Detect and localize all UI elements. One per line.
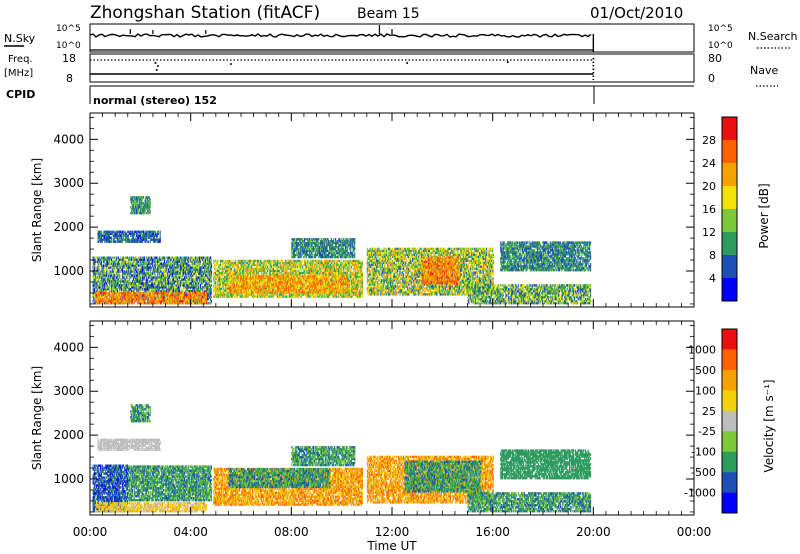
freq-tick-bottom: 8 — [66, 72, 73, 85]
freq-label-top: Freq. — [8, 54, 33, 65]
nsky-trace — [90, 25, 593, 52]
freq-tick-top: 18 — [62, 52, 76, 65]
echo-cell — [95, 264, 96, 266]
freq-panel-frame — [90, 54, 694, 82]
nave-dip-dot — [157, 65, 159, 67]
nave-tick-top: 80 — [708, 52, 722, 65]
nsearch-tick-bottom: 10^0 — [708, 41, 733, 51]
nsky-line — [90, 34, 591, 37]
nave-dip-dot — [156, 69, 158, 71]
cpid-mode-text: normal (stereo) 152 — [93, 94, 217, 107]
beam-label: Beam 15 — [357, 6, 420, 22]
nave-dip-dot — [406, 62, 408, 64]
nsky-panel-frame — [90, 24, 694, 52]
nave-dip-dot — [230, 63, 232, 65]
echo-cell — [144, 257, 145, 259]
nave-dip-dot — [154, 62, 156, 64]
cpid-label: CPID — [6, 88, 35, 101]
nsky-tick-top: 10^5 — [56, 24, 81, 34]
nave-dip-dot — [507, 61, 509, 63]
nave-label: Nave — [750, 64, 778, 77]
date-label: 01/Oct/2010 — [590, 4, 683, 22]
nsky-label: N.Sky — [4, 32, 36, 45]
power-echo-cells — [93, 196, 592, 304]
freq-trace — [90, 58, 593, 80]
echo-cell — [119, 274, 120, 276]
figure-title: Zhongshan Station (fitACF) — [90, 3, 320, 23]
nsearch-label: N.Search — [748, 30, 798, 43]
freq-label-bottom: [MHz] — [4, 68, 33, 79]
nsearch-tick-top: 10^5 — [708, 24, 733, 34]
radar-figure: Zhongshan Station (fitACF) Beam 15 01/Oc… — [0, 0, 800, 554]
nsky-tick-bottom: 10^0 — [56, 41, 81, 51]
nave-tick-bottom: 0 — [708, 72, 715, 85]
